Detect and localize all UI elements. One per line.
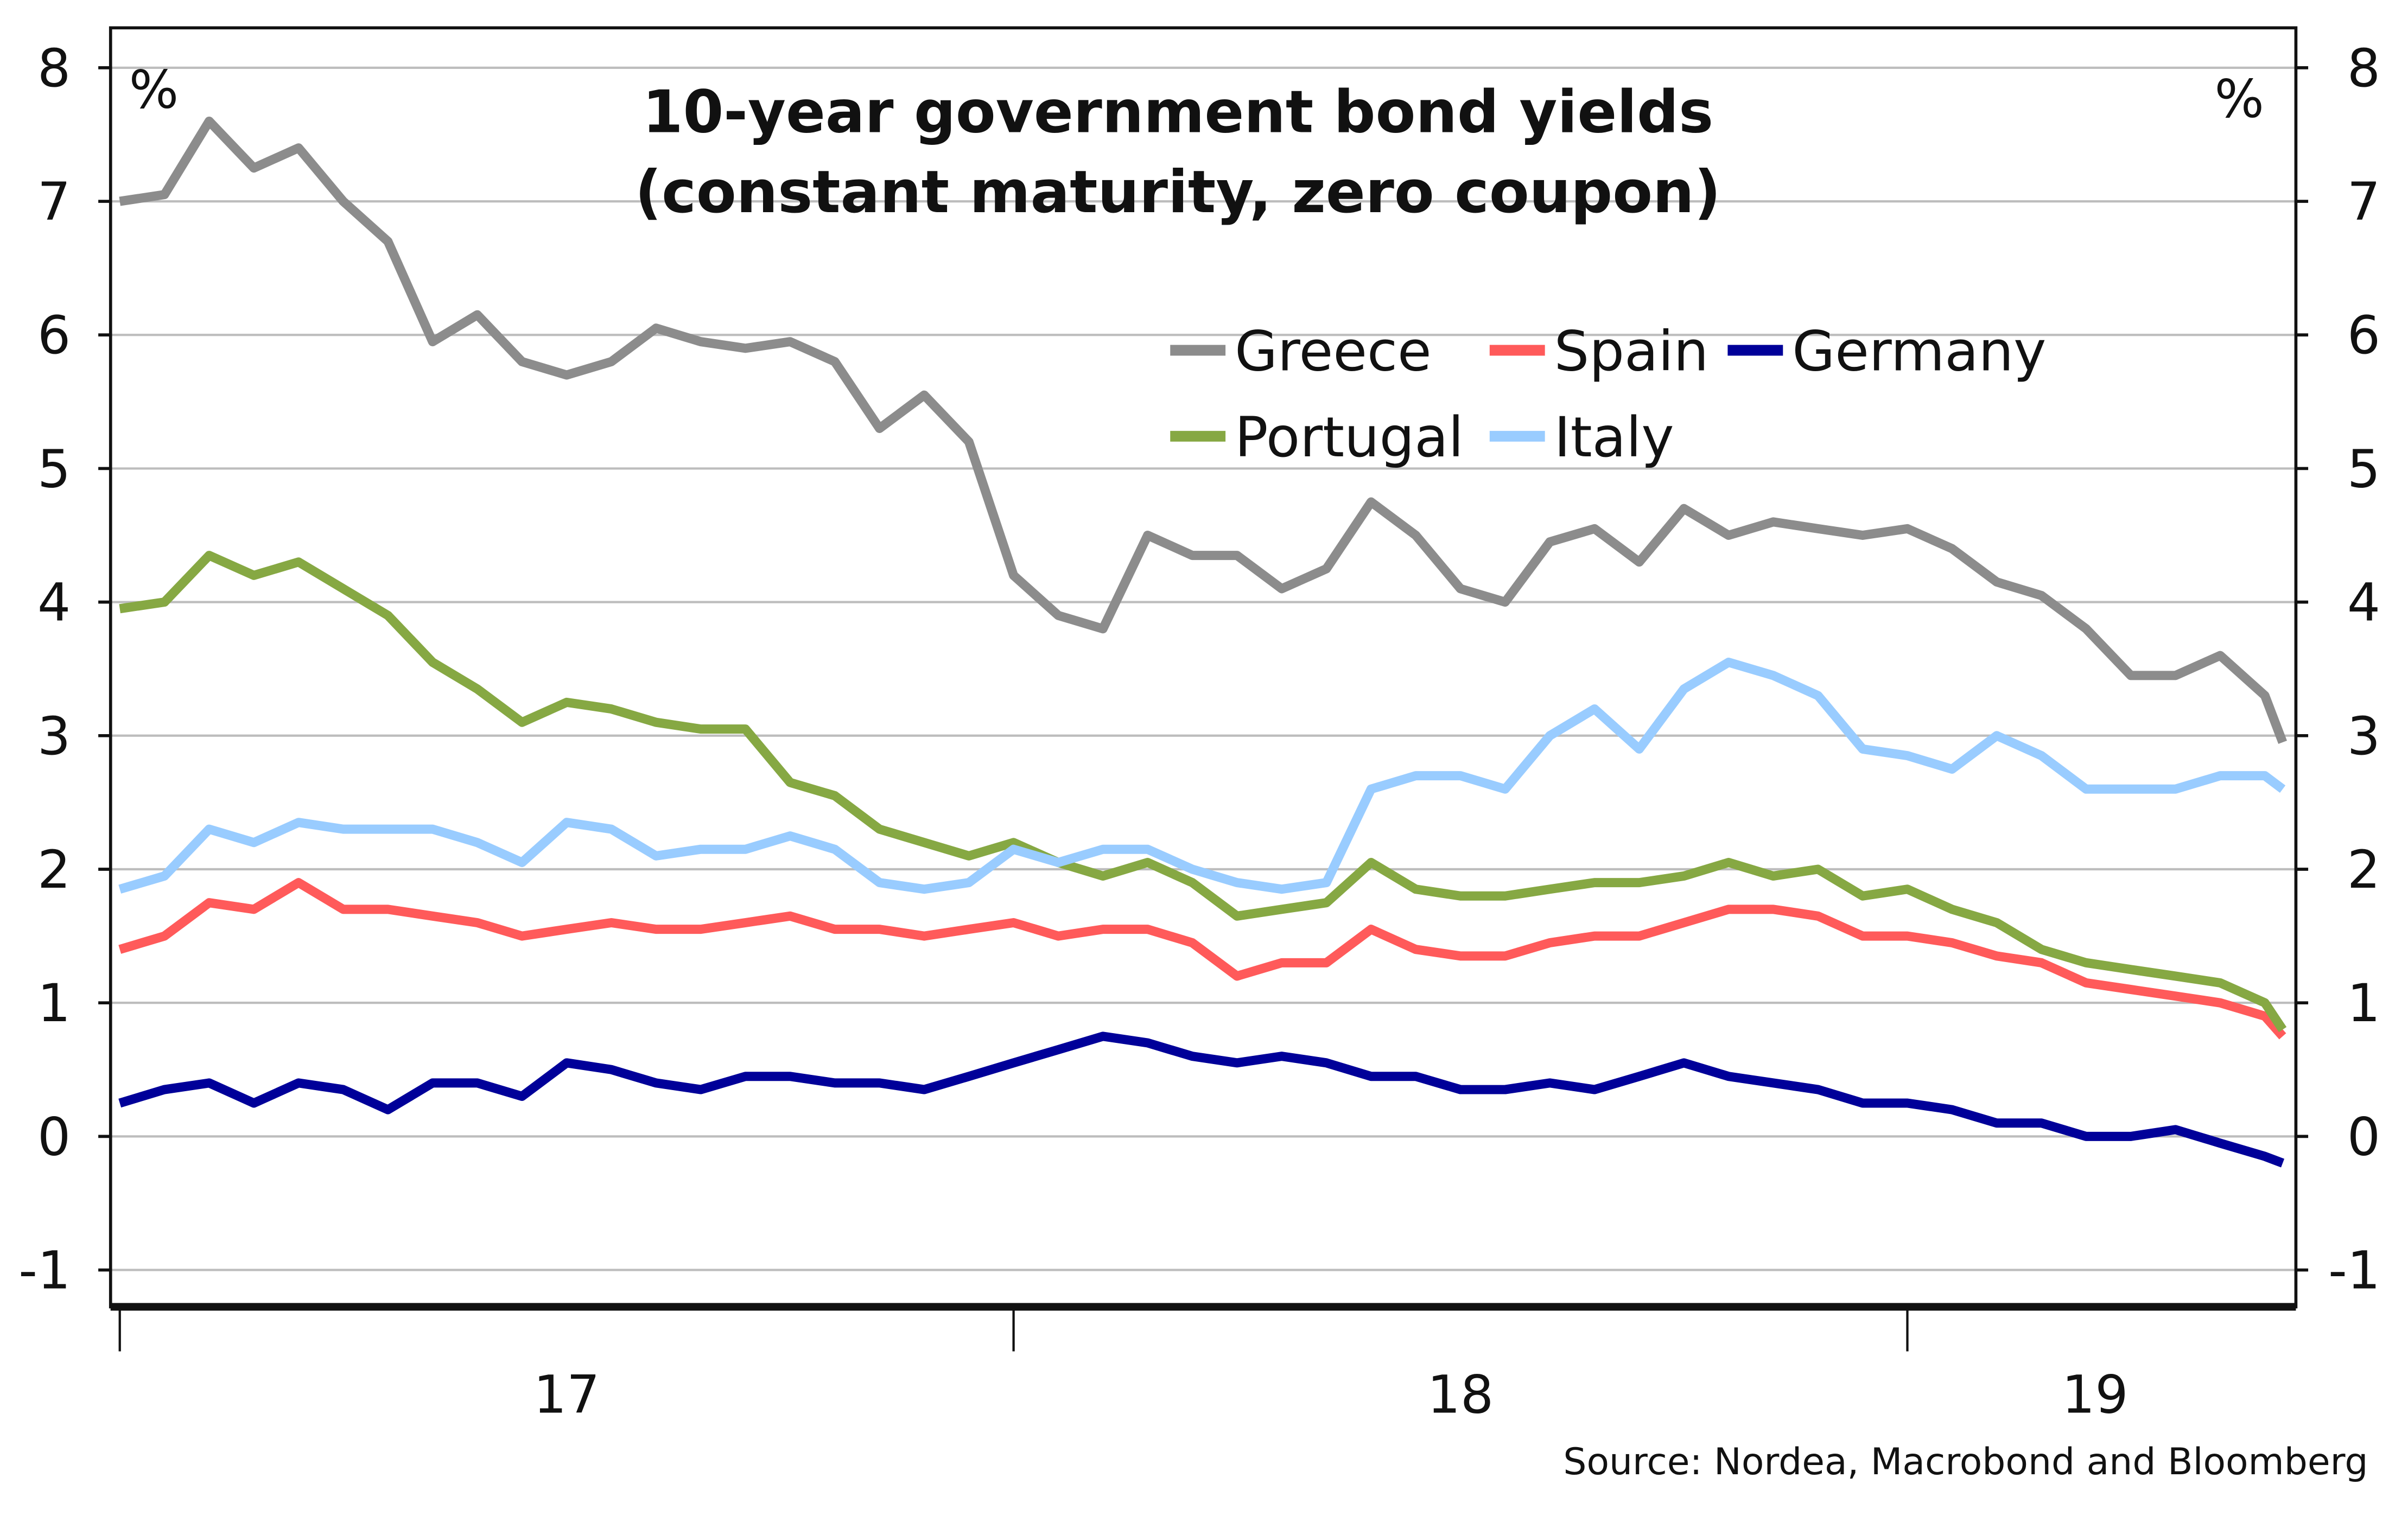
y-tick-label-left: 6 xyxy=(37,305,71,366)
legend-label-portugal: Portugal xyxy=(1235,405,1464,470)
y-tick-label-left: 8 xyxy=(37,38,71,99)
series-line-germany xyxy=(118,1031,2285,1168)
y-tick-labels: -1 -1 0 0 1 1 2 2 3 3 4 4 5 5 6 6 7 7 8 8 xyxy=(18,38,2380,1301)
y-tick-label-right: 6 xyxy=(2347,305,2380,366)
y-tick-label-right: -1 xyxy=(2328,1240,2380,1301)
chart-title-line-1: 10-year government bond yields xyxy=(643,79,1713,147)
y-tick-label-left: -1 xyxy=(18,1240,71,1301)
series-lines xyxy=(118,116,2288,1168)
x-tick-label: 17 xyxy=(533,1365,600,1425)
y-tick-label-left: 3 xyxy=(37,706,71,767)
legend: Greece Spain Germany Portugal Italy xyxy=(1170,319,2046,470)
series-line-spain xyxy=(118,878,2286,1040)
gridlines xyxy=(98,66,2309,1272)
y-tick-label-right: 5 xyxy=(2347,438,2380,499)
y-tick-label-left: 2 xyxy=(37,839,71,900)
legend-label-germany: Germany xyxy=(1792,319,2046,384)
y-tick-label-right: 3 xyxy=(2347,706,2380,767)
chart-title-line-2: (constant maturity, zero coupon) xyxy=(635,158,1721,226)
series-line-greece xyxy=(119,116,2288,744)
x-tick-label: 19 xyxy=(2062,1365,2128,1425)
x-tick-label: 18 xyxy=(1427,1365,1494,1425)
y-tick-label-left: 0 xyxy=(37,1106,71,1167)
y-tick-label-right: 1 xyxy=(2347,973,2380,1034)
y-tick-label-left: 5 xyxy=(37,438,71,499)
y-unit-right: % xyxy=(2214,68,2264,129)
legend-label-spain: Spain xyxy=(1554,319,1709,384)
y-tick-label-left: 7 xyxy=(37,171,71,232)
y-tick-label-right: 2 xyxy=(2347,839,2380,900)
y-tick-label-left: 1 xyxy=(37,973,71,1034)
legend-label-greece: Greece xyxy=(1235,319,1432,384)
x-axis-ticks: 17 18 19 xyxy=(118,1310,2129,1425)
y-tick-label-right: 7 xyxy=(2347,171,2380,232)
source-note: Source: Nordea, Macrobond and Bloomberg xyxy=(1563,1441,2368,1483)
legend-label-italy: Italy xyxy=(1554,405,1674,470)
y-tick-label-left: 4 xyxy=(37,572,71,633)
y-tick-label-right: 0 xyxy=(2347,1106,2380,1167)
y-unit-left: % xyxy=(129,59,179,120)
y-tick-label-right: 8 xyxy=(2347,38,2380,99)
y-tick-label-right: 4 xyxy=(2347,572,2380,633)
series-line-portugal xyxy=(119,551,2287,1033)
series-line-italy xyxy=(118,658,2286,894)
